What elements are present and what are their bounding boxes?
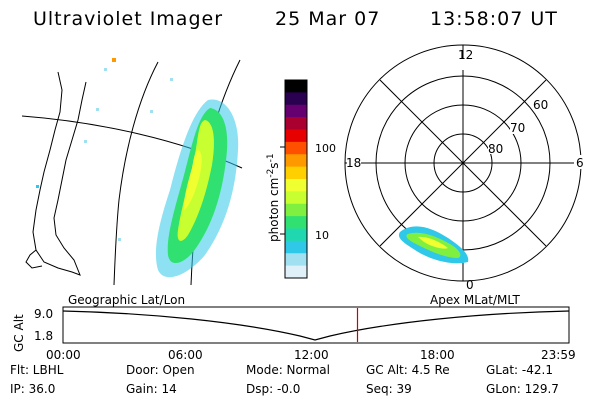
info-mode: Mode: Normal — [246, 363, 330, 377]
y-tick-9: 9.0 — [34, 307, 53, 321]
colorbar-label: photon cm-2s-1 — [266, 153, 281, 242]
colorbar-tick-10: 10 — [315, 229, 329, 242]
colorbar-swatch — [285, 129, 307, 143]
date-label: 25 Mar 07 — [275, 8, 381, 30]
colorbar-swatch — [285, 92, 307, 106]
colorbar-swatch — [285, 80, 307, 93]
mlt-label-6: 6 — [576, 156, 584, 170]
colorbar-swatch — [285, 179, 307, 192]
colorbar-swatch — [285, 228, 307, 242]
lat-label-80: 80 — [488, 142, 503, 156]
axis-label: GC Alt — [12, 314, 26, 352]
colorbar-swatch — [285, 104, 307, 118]
colorbar-swatch — [285, 253, 307, 267]
y-tick-1.8: 1.8 — [34, 329, 53, 343]
info-gc-alt: GC Alt: 4.5 Re — [366, 363, 450, 377]
x-tick-1800: 18:00 — [420, 348, 455, 362]
coastline — [32, 71, 87, 276]
info-seq: Seq: 39 — [366, 382, 412, 396]
x-tick-0000: 00:00 — [46, 348, 81, 362]
colorbar-swatch — [285, 265, 307, 279]
colorbar-swatch — [285, 216, 307, 230]
instrument-title: Ultraviolet Imager — [33, 8, 224, 30]
geographic-title: Geographic Lat/Lon — [68, 293, 186, 307]
colorbar-swatch — [285, 203, 307, 217]
time-label: 13:58:07 UT — [430, 8, 558, 30]
mlt-label-18: 18 — [346, 156, 361, 170]
altitude-curve — [62, 310, 570, 341]
colorbar-swatch — [285, 240, 307, 254]
apex-title: Apex MLat/MLT — [430, 293, 520, 307]
colorbar-swatch — [285, 166, 307, 180]
x-tick-2359: 23:59 — [541, 348, 576, 362]
info-door: Door: Open — [126, 363, 195, 377]
colorbar-tick-100: 100 — [315, 142, 336, 155]
lat-label-60: 60 — [533, 98, 548, 112]
lat-label-70: 70 — [510, 121, 525, 135]
x-tick-0600: 06:00 — [168, 348, 203, 362]
longitude-line — [113, 61, 159, 286]
x-tick-1200: 12:00 — [294, 348, 329, 362]
colorbar-swatch — [285, 154, 307, 168]
info-glon: GLon: 129.7 — [486, 382, 559, 396]
colorbar-swatch — [285, 117, 307, 131]
colorbar-swatch — [285, 141, 307, 155]
mlt-label-12: 12 — [458, 48, 473, 62]
info-dsp: Dsp: -0.0 — [246, 382, 301, 396]
info-gain: Gain: 14 — [126, 382, 177, 396]
info-glat: GLat: -42.1 — [486, 363, 553, 377]
info-flt: Flt: LBHL — [10, 363, 64, 377]
aurora-peak — [183, 150, 202, 210]
info-ip: IP: 36.0 — [10, 382, 56, 396]
colorbar-swatch — [285, 191, 307, 205]
mlt-label-0: 0 — [466, 278, 474, 292]
